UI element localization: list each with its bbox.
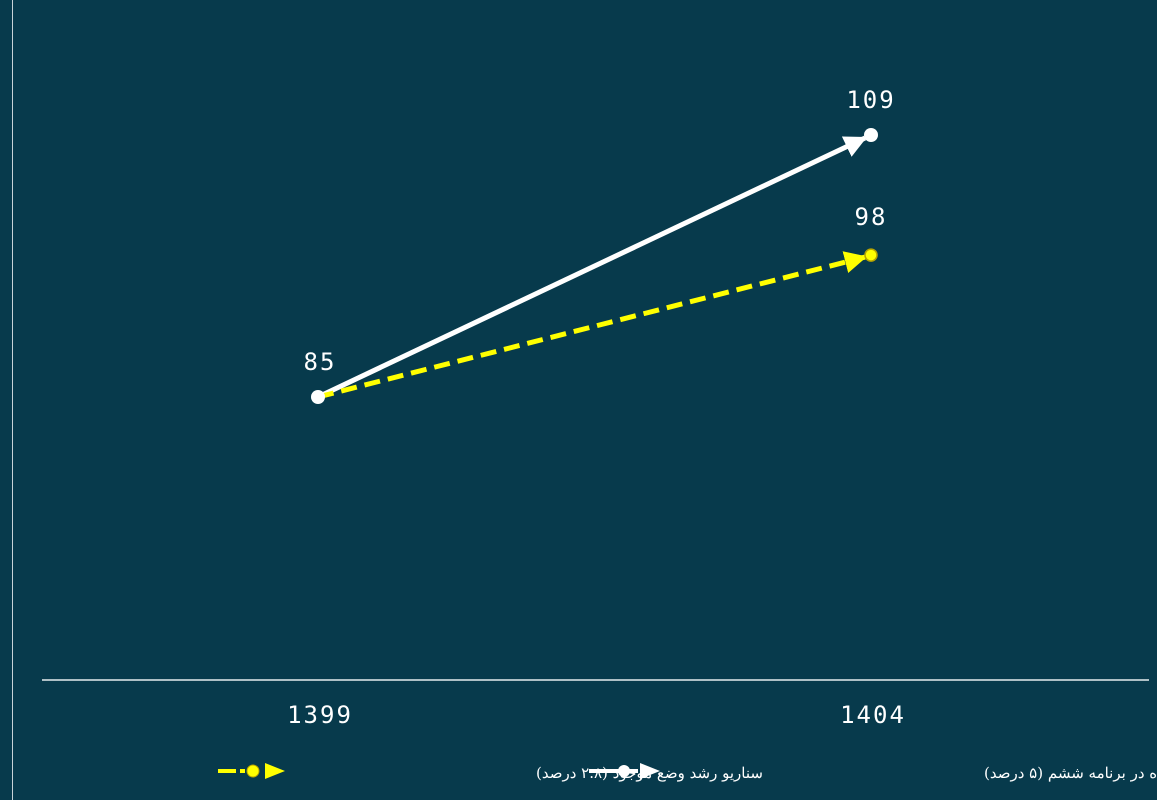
legend-label-6th-plan: سناریو رشد تعیین شده در برنامه ششم (۵ در… [984,764,1157,782]
x-tick-label-1399: 1399 [287,701,353,729]
legend-label-status-quo: سناریو رشد وضع موجود (۲.۸ درصد) [536,764,763,782]
frame-left-border [12,0,13,800]
legend: سناریو رشد تعیین شده در برنامه ششم (۵ در… [218,763,1157,782]
legend-item-status-quo: سناریو رشد وضع موجود (۲.۸ درصد) [218,763,763,782]
point-status-quo-1404 [864,248,878,262]
point-1399 [311,390,325,404]
data-label-6th-plan-1404: 109 [846,86,895,114]
point-6th-plan-1404 [864,128,878,142]
legend-item-6th-plan: سناریو رشد تعیین شده در برنامه ششم (۵ در… [589,763,1157,782]
data-label-status-quo-1404: 98 [855,203,888,231]
x-tick-label-1404: 1404 [840,701,906,729]
data-label-1399: 85 [304,348,337,376]
legend-swatch-yellow-icon [218,763,285,779]
series-line-6th-plan [316,135,868,400]
legend-swatch-white-icon [589,763,660,779]
series-line-status-quo [317,251,868,400]
